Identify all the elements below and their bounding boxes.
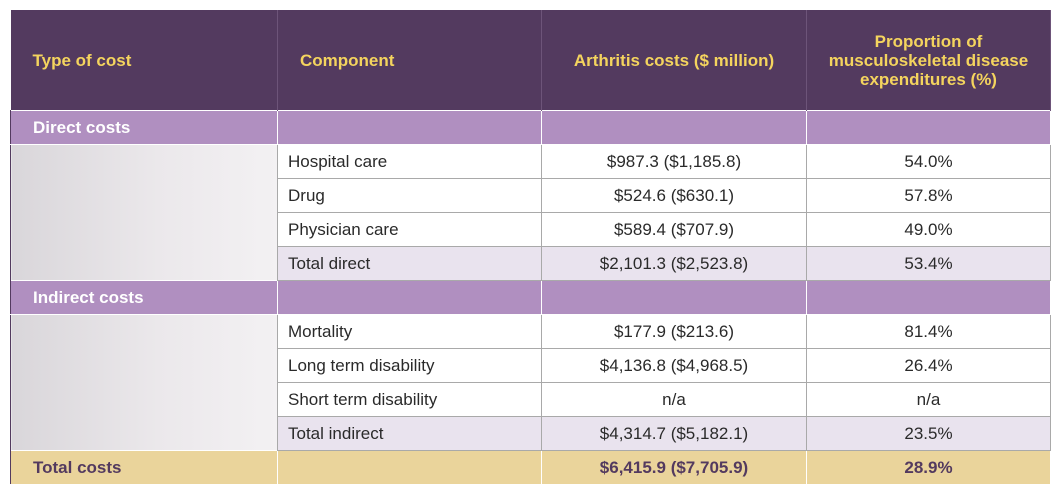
data-row: Physician care $589.4 ($707.9) 49.0% [10, 212, 1051, 247]
data-row: Total direct $2,101.3 ($2,523.8) 53.4% [10, 246, 1051, 281]
cost-table: Type of cost Component Arthritis costs (… [10, 10, 1051, 485]
data-row: Drug $524.6 ($630.1) 57.8% [10, 178, 1051, 213]
data-row: Mortality $177.9 ($213.6) 81.4% [10, 314, 1051, 349]
component-cell: Drug [277, 178, 542, 213]
data-row: Long term disability $4,136.8 ($4,968.5) 2… [10, 348, 1051, 383]
value-cell: $4,136.8 ($4,968.5) [541, 348, 807, 383]
value-cell: $2,101.3 ($2,523.8) [541, 246, 807, 281]
table-header: Type of cost Component Arthritis costs (… [10, 10, 1051, 111]
header-row: Type of cost Component Arthritis costs (… [10, 10, 1051, 111]
photo-cell [10, 314, 278, 349]
table-wrap: Type of cost Component Arthritis costs (… [10, 10, 1051, 485]
value-cell: 54.0% [806, 144, 1051, 179]
value-cell: 23.5% [806, 416, 1051, 451]
section-title: Direct costs [10, 110, 278, 145]
data-row: Short term disability n/a n/a [10, 382, 1051, 417]
component-cell: Short term disability [277, 382, 542, 417]
section-row: Direct costs [10, 110, 1051, 145]
header-cell: Proportion of musculoskeletal disease ex… [806, 10, 1051, 111]
value-cell: n/a [541, 382, 807, 417]
table-body: Direct costs Hospital care $987.3 ($1,185.… [10, 110, 1051, 485]
photo-cell [10, 416, 278, 451]
header-cell: Arthritis costs ($ million) [541, 10, 807, 111]
value-cell: 53.4% [806, 246, 1051, 281]
photo-cell [10, 178, 278, 213]
value-cell: $524.6 ($630.1) [541, 178, 807, 213]
photo-cell [10, 382, 278, 417]
component-cell: Mortality [277, 314, 542, 349]
data-row: Hospital care $987.3 ($1,185.8) 54.0% [10, 144, 1051, 179]
value-cell: 57.8% [806, 178, 1051, 213]
total-row: Total costs $6,415.9 ($7,705.9) 28.9% [10, 450, 1051, 485]
total-cell [277, 450, 542, 485]
header-cell: Type of cost [10, 10, 278, 111]
total-label: Total costs [10, 450, 278, 485]
section-cell [541, 110, 807, 145]
section-title: Indirect costs [10, 280, 278, 315]
value-cell: $177.9 ($213.6) [541, 314, 807, 349]
photo-cell [10, 212, 278, 247]
section-cell [541, 280, 807, 315]
total-value: 28.9% [806, 450, 1051, 485]
component-cell: Long term disability [277, 348, 542, 383]
section-cell [277, 110, 542, 145]
value-cell: 49.0% [806, 212, 1051, 247]
photo-cell [10, 246, 278, 281]
component-cell: Total direct [277, 246, 542, 281]
header-cell: Component [277, 10, 542, 111]
section-cell [277, 280, 542, 315]
data-row: Total indirect $4,314.7 ($5,182.1) 23.5% [10, 416, 1051, 451]
value-cell: $589.4 ($707.9) [541, 212, 807, 247]
value-cell: $987.3 ($1,185.8) [541, 144, 807, 179]
section-cell [806, 280, 1051, 315]
component-cell: Physician care [277, 212, 542, 247]
total-value: $6,415.9 ($7,705.9) [541, 450, 807, 485]
value-cell: n/a [806, 382, 1051, 417]
value-cell: 26.4% [806, 348, 1051, 383]
photo-cell [10, 144, 278, 179]
component-cell: Total indirect [277, 416, 542, 451]
value-cell: $4,314.7 ($5,182.1) [541, 416, 807, 451]
section-row: Indirect costs [10, 280, 1051, 315]
component-cell: Hospital care [277, 144, 542, 179]
photo-cell [10, 348, 278, 383]
section-cell [806, 110, 1051, 145]
value-cell: 81.4% [806, 314, 1051, 349]
